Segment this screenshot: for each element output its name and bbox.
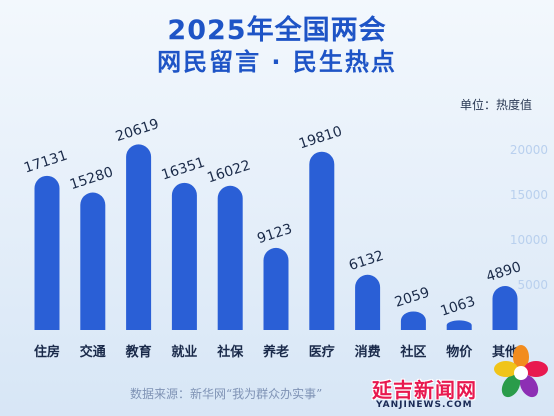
category-label: 社保	[216, 344, 244, 360]
bar	[400, 311, 426, 330]
unit-label: 单位：热度值	[459, 98, 532, 112]
category-label: 其他	[492, 344, 518, 360]
page-subtitle: 网民留言 · 民生热点	[157, 48, 397, 76]
category-label: 医疗	[309, 344, 335, 360]
value-label: 6132	[347, 248, 386, 274]
flower-logo-icon	[494, 345, 548, 399]
category-label: 物价	[446, 344, 473, 360]
value-label: 16022	[205, 158, 252, 187]
y-tick-label: 15000	[510, 188, 548, 202]
y-tick-label: 20000	[510, 143, 548, 157]
category-label: 社区	[399, 344, 426, 360]
value-label: 20619	[114, 116, 161, 145]
category-label: 养老	[262, 344, 289, 360]
bar	[355, 274, 381, 330]
y-tick-label: 10000	[510, 233, 548, 247]
y-tick-label: 5000	[517, 278, 548, 292]
value-label: 1063	[439, 294, 478, 320]
page-title: 2025年全国两会	[167, 15, 387, 46]
y-axis-ticks: 5000 10000 15000 20000	[510, 143, 548, 292]
value-label: 19810	[297, 123, 344, 152]
category-label: 住房	[34, 344, 60, 360]
category-label: 消费	[355, 344, 381, 360]
value-label: 17131	[22, 148, 69, 177]
source-note: 数据来源：新华网“我为群众办实事”	[130, 387, 323, 401]
bar	[171, 182, 197, 330]
bar	[126, 144, 152, 330]
bar	[80, 192, 106, 330]
category-label: 就业	[171, 344, 197, 360]
category-labels: 住房 交通 教育 就业 社保 养老 医疗 消费 社区 物价 其他	[34, 344, 518, 360]
bar	[309, 151, 335, 330]
value-label: 16351	[160, 155, 207, 184]
bar	[34, 175, 60, 330]
value-label: 2059	[393, 285, 432, 311]
bar	[263, 247, 289, 330]
value-label: 15280	[68, 164, 115, 193]
logo-text: 延吉新闻网	[372, 378, 477, 402]
bars	[34, 144, 518, 330]
bar	[492, 285, 518, 330]
category-label: 交通	[80, 344, 106, 360]
bar	[217, 185, 243, 330]
logo-domain: YANJINEWS.COM	[376, 400, 473, 410]
value-label: 9123	[255, 221, 294, 247]
bar	[446, 320, 472, 330]
category-label: 教育	[125, 344, 152, 360]
